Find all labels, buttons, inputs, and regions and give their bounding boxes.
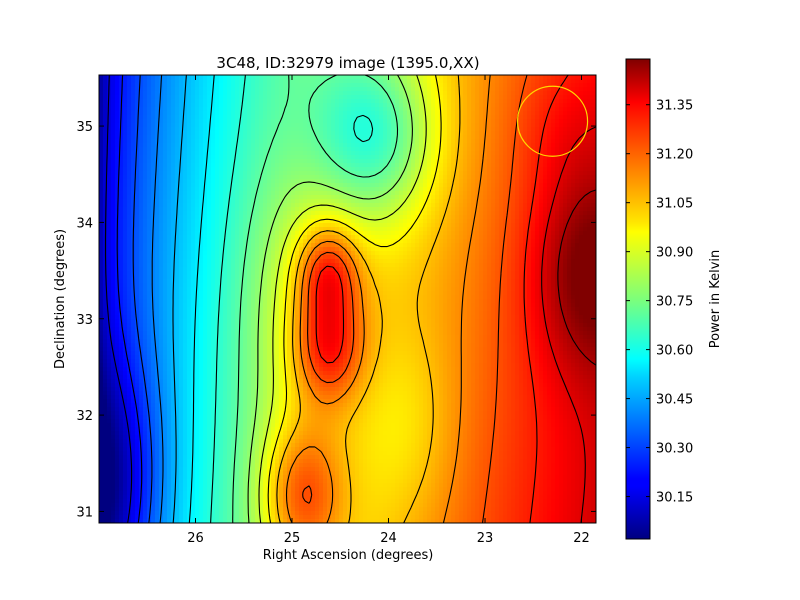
y-axis-label: Declination (degrees) — [53, 229, 68, 369]
contour-line — [151, 75, 164, 523]
colorbar-tick-label: 31.05 — [656, 197, 693, 212]
colorbar-tick-label: 31.35 — [656, 99, 693, 114]
y-axis: 31 32 33 34 35 — [76, 120, 596, 520]
contour-line — [232, 75, 399, 523]
colorbar-tick-label: 30.90 — [656, 246, 693, 261]
contour-line — [302, 75, 528, 523]
x-tick-label: 26 — [187, 531, 204, 546]
colorbar-tick-label: 31.20 — [656, 148, 693, 163]
colorbar-label: Power in Kelvin — [708, 250, 723, 348]
contour-line — [132, 75, 153, 523]
y-tick-label: 35 — [76, 120, 93, 135]
x-tick-label: 24 — [380, 531, 397, 546]
x-axis: 26 25 24 23 22 — [187, 75, 590, 546]
y-tick-label: 33 — [76, 313, 93, 328]
contour-line — [188, 75, 215, 523]
contour-line — [315, 75, 569, 523]
contour-line — [541, 126, 596, 523]
colorbar-tick-label: 30.60 — [656, 344, 693, 359]
colorbar-tick-label: 30.45 — [656, 393, 693, 408]
x-tick-label: 22 — [573, 531, 590, 546]
contour-line — [247, 75, 413, 523]
contour-line — [267, 75, 442, 523]
colorbar-tick-label: 30.30 — [656, 442, 693, 457]
plot-frame — [98, 74, 597, 524]
beam-marker — [516, 85, 589, 157]
colorbar-tick-label: 30.15 — [656, 491, 693, 506]
contour-line — [557, 189, 596, 366]
chart-title: 3C48, ID:32979 image (1395.0,XX) — [216, 54, 479, 72]
colorbar-gradient — [625, 58, 651, 540]
contour-line — [210, 75, 374, 523]
contour-line — [276, 75, 461, 523]
x-tick-label: 23 — [477, 531, 494, 546]
colorbar-tick-label: 30.75 — [656, 295, 693, 310]
heatmap-image — [99, 75, 596, 523]
plot-area — [98, 74, 597, 524]
contour-line — [285, 75, 491, 523]
contour-line — [116, 75, 143, 523]
colorbar: 30.15 30.30 30.45 30.60 30.75 30.90 31.05 31.20… — [625, 58, 723, 540]
contour-line — [104, 75, 133, 523]
y-tick-label: 31 — [76, 505, 93, 520]
x-axis-label: Right Ascension (degrees) — [263, 548, 434, 563]
contour-lines — [104, 75, 596, 523]
contour-line — [172, 75, 187, 523]
y-tick-label: 34 — [76, 216, 93, 231]
colorbar-ticks: 30.15 30.30 30.45 30.60 30.75 30.90 31.05 31.20… — [626, 99, 693, 506]
x-tick-label: 25 — [284, 531, 301, 546]
y-tick-label: 32 — [76, 409, 93, 424]
